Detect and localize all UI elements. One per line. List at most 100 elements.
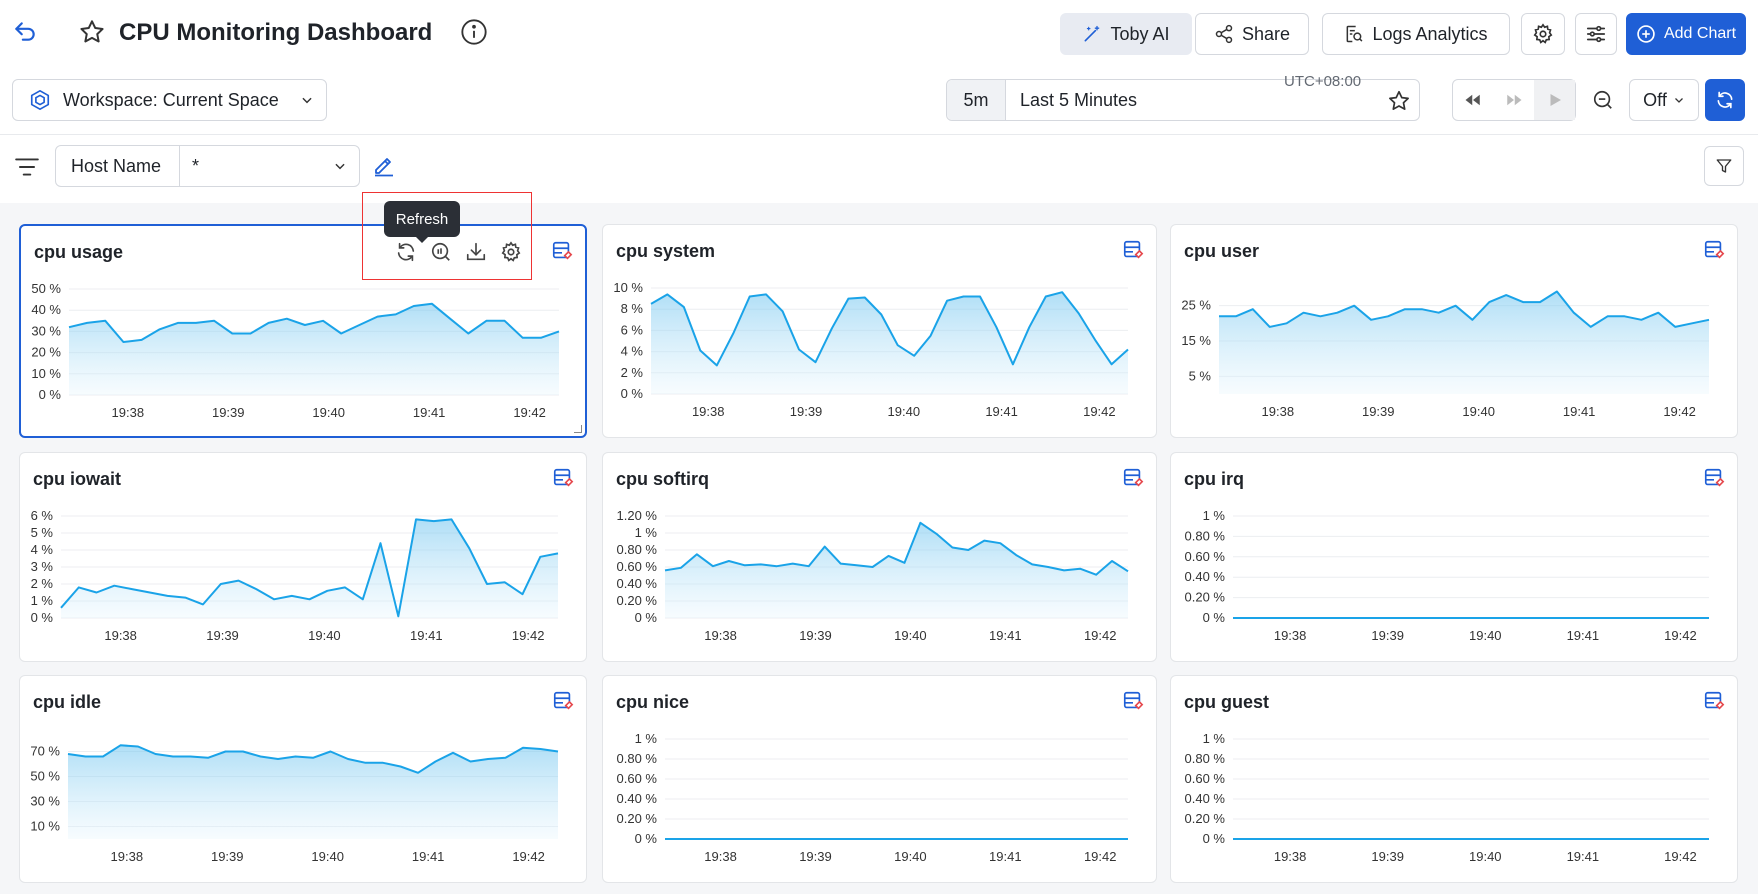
zoom-out-icon <box>1593 90 1612 109</box>
series-area <box>665 522 1128 618</box>
chart-panel[interactable]: 10 % 8 % 6 % 4 % 2 % 0 % 19:38 19:39 19:40 19:41 1… <box>602 224 1157 438</box>
logs-analytics-button[interactable]: Logs Analytics <box>1322 13 1510 55</box>
workspace-selector[interactable]: Workspace: Current Space <box>12 79 327 121</box>
chart-type-icon[interactable] <box>1122 239 1144 261</box>
series-line <box>67 744 559 774</box>
y-tick-label: 5 % <box>1189 368 1212 383</box>
chart-title: cpu idle <box>33 692 102 712</box>
chart-panel[interactable]: 25 % 15 % 5 % 19:38 19:39 19:40 19:41 19:42 cpu … <box>1170 224 1738 438</box>
host-name-select[interactable]: * <box>180 156 359 177</box>
y-tick-label: 0.40 % <box>617 791 658 806</box>
chart-svg: 70 % 50 % 30 % 10 % 19:38 19:39 19:40 19:41 19:4… <box>30 744 559 864</box>
chart-type-icon[interactable] <box>1122 467 1144 489</box>
chart-panel[interactable]: 1.20 % 1 % 0.80 % 0.60 % 0.40 % 0.20 % 0 % 19:3… <box>602 452 1157 662</box>
add-chart-button[interactable]: Add Chart <box>1626 13 1746 55</box>
y-tick-label: 50 % <box>31 281 61 296</box>
chart-title: cpu iowait <box>33 469 122 489</box>
x-tick-label: 19:40 <box>308 628 341 643</box>
x-tick-label: 19:40 <box>894 628 927 643</box>
playback-controls <box>1452 79 1576 121</box>
y-tick-label: 30 % <box>31 323 61 338</box>
play-button[interactable] <box>1534 80 1576 120</box>
panel-toolbar <box>395 241 522 263</box>
x-tick-label: 19:42 <box>1664 849 1697 864</box>
x-tick-label: 19:38 <box>1262 404 1295 419</box>
chart-panel[interactable]: 6 % 5 % 4 % 3 % 2 % 1 % 0 % 19:38 19:39 19:40 19:4… <box>19 452 587 662</box>
x-tick-label: 19:42 <box>1084 628 1117 643</box>
chart-type-icon[interactable] <box>1703 239 1725 261</box>
workspace-label: Workspace: Current Space <box>63 89 279 110</box>
chart-type-icon[interactable] <box>552 467 574 489</box>
dashboard-settings-button[interactable] <box>1521 13 1565 55</box>
panel-refresh-icon[interactable] <box>395 241 417 263</box>
x-tick-label: 19:39 <box>212 405 245 420</box>
chart-panel[interactable]: 1 % 0.80 % 0.60 % 0.40 % 0.20 % 0 % 19:38 19:39… <box>1170 675 1738 883</box>
chart-panel[interactable]: 1 % 0.80 % 0.60 % 0.40 % 0.20 % 0 % 19:38 19:39… <box>1170 452 1738 662</box>
chart-svg: 1 % 0.80 % 0.60 % 0.40 % 0.20 % 0 % 19:38 19:39… <box>1185 731 1709 864</box>
panel-settings-gear-icon[interactable] <box>500 241 522 263</box>
chevron-down-icon <box>1674 98 1683 103</box>
header: CPU Monitoring Dashboard Toby AI Share L… <box>0 0 1758 68</box>
x-tick-label: 19:39 <box>211 849 244 864</box>
y-tick-label: 1 % <box>1203 731 1226 746</box>
chart-type-icon[interactable] <box>1703 467 1725 489</box>
x-tick-label: 19:40 <box>312 405 345 420</box>
rewind-button[interactable] <box>1453 80 1494 120</box>
time-favorite-star-icon[interactable] <box>1387 89 1411 113</box>
chart-panel[interactable]: 1 % 0.80 % 0.60 % 0.40 % 0.20 % 0 % 19:38 19:39… <box>602 675 1157 883</box>
zoom-out-button[interactable] <box>1582 79 1624 121</box>
filter-funnel-button[interactable] <box>1704 146 1744 186</box>
y-tick-label: 3 % <box>31 559 54 574</box>
sliders-icon <box>1586 25 1606 43</box>
time-range-short[interactable]: 5m <box>947 80 1006 120</box>
x-tick-label: 19:41 <box>989 849 1022 864</box>
x-tick-label: 19:39 <box>1371 849 1404 864</box>
y-tick-label: 0.60 % <box>1185 549 1226 564</box>
x-tick-label: 19:38 <box>704 849 737 864</box>
dashboard-options-button[interactable] <box>1575 13 1617 55</box>
edit-pencil-icon[interactable] <box>372 153 396 177</box>
chart-type-icon[interactable] <box>552 690 574 712</box>
y-tick-label: 6 % <box>31 508 54 523</box>
series-line <box>1219 290 1710 328</box>
share-button[interactable]: Share <box>1195 13 1309 55</box>
series-line <box>68 302 560 343</box>
time-range-picker[interactable]: 5m Last 5 Minutes <box>946 79 1420 121</box>
y-tick-label: 0.20 % <box>617 593 658 608</box>
x-tick-label: 19:40 <box>1469 849 1502 864</box>
host-name-label: Host Name <box>56 146 180 186</box>
refresh-dashboard-button[interactable] <box>1705 79 1745 121</box>
add-chart-label: Add Chart <box>1663 25 1737 42</box>
auto-refresh-select[interactable]: Off <box>1629 79 1699 121</box>
y-tick-label: 4 % <box>31 542 54 557</box>
y-tick-label: 8 % <box>621 301 644 316</box>
chart-panel[interactable]: 50 % 40 % 30 % 20 % 10 % 0 % 19:38 19:39 19:40 19… <box>19 224 587 438</box>
series-area <box>1219 291 1709 394</box>
chart-panel[interactable]: 70 % 50 % 30 % 10 % 19:38 19:39 19:40 19:41 19:4… <box>19 675 587 883</box>
x-tick-label: 19:41 <box>1567 849 1600 864</box>
favorite-star-icon[interactable] <box>78 18 106 46</box>
resize-handle[interactable] <box>574 425 582 433</box>
y-tick-label: 0.60 % <box>1185 771 1226 786</box>
x-tick-label: 19:42 <box>1663 404 1696 419</box>
y-tick-label: 0.80 % <box>1185 751 1226 766</box>
chart-title: cpu system <box>616 241 716 261</box>
panel-download-icon[interactable] <box>465 241 487 263</box>
x-tick-label: 19:38 <box>111 849 144 864</box>
filter-lines-icon[interactable] <box>13 154 41 180</box>
toby-ai-label: Toby AI <box>1110 23 1170 44</box>
chart-svg: 25 % 15 % 5 % 19:38 19:39 19:40 19:41 19:42 <box>1181 290 1710 419</box>
toby-ai-button[interactable]: Toby AI <box>1060 13 1192 55</box>
chart-type-icon[interactable] <box>1122 690 1144 712</box>
y-tick-label: 0.80 % <box>1185 528 1226 543</box>
chart-type-icon[interactable] <box>1703 690 1725 712</box>
chevron-down-icon <box>302 97 312 104</box>
info-icon[interactable] <box>460 18 488 46</box>
back-icon[interactable] <box>12 18 38 44</box>
panel-explore-icon[interactable] <box>430 241 452 263</box>
time-range-label[interactable]: Last 5 Minutes <box>1020 89 1138 110</box>
chart-type-icon[interactable] <box>551 240 573 262</box>
fast-forward-button[interactable] <box>1494 80 1535 120</box>
y-tick-label: 0.80 % <box>617 542 658 557</box>
highlight-box <box>362 192 532 280</box>
